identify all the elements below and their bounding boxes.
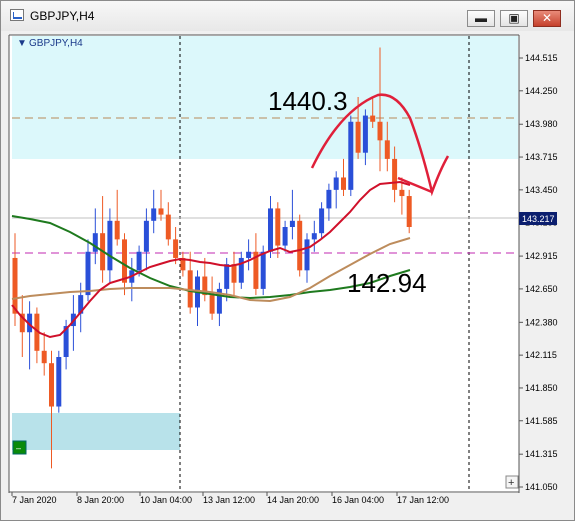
candle-bullish: [326, 189, 332, 209]
candle-bearish: [41, 350, 47, 364]
candle-bearish: [34, 313, 40, 351]
y-tick-label: 142.380: [525, 317, 558, 327]
candle-bullish: [333, 177, 339, 190]
candle-bearish: [406, 196, 412, 227]
candle-bullish: [282, 227, 288, 246]
candle-bearish: [275, 208, 281, 246]
ma-medium-line: [11, 237, 411, 303]
candle-bullish: [319, 208, 325, 234]
y-tick-label: 141.850: [525, 383, 558, 393]
ma-slow-line: [11, 215, 411, 300]
candle-bullish: [143, 220, 149, 252]
close-button[interactable]: ✕: [533, 10, 561, 27]
x-tick-label: 13 Jan 12:00: [203, 495, 255, 505]
current-price-badge: [519, 212, 557, 225]
arrow-head: [397, 176, 433, 194]
current-price-label: 143.217: [522, 214, 555, 224]
candle-bearish: [165, 214, 171, 240]
candle-bullish: [63, 326, 69, 357]
candle-bullish: [362, 115, 368, 153]
plus-icon: +: [508, 477, 514, 489]
annotation-high: 1440.3: [268, 86, 348, 116]
demand-zone: [12, 413, 180, 450]
candle-bullish: [136, 251, 142, 271]
candle-bullish: [311, 233, 317, 240]
trade-marker-icon: –: [16, 443, 21, 453]
candle-bearish: [114, 220, 120, 240]
candle-bullish: [56, 357, 62, 407]
x-tick-label: 17 Jan 12:00: [397, 495, 449, 505]
minimize-icon: ▬: [475, 11, 487, 25]
candle-bearish: [399, 189, 405, 197]
y-tick-label: 141.315: [525, 449, 558, 459]
ma-fast-line: [11, 180, 411, 339]
annotation-low: 142.94: [347, 268, 427, 298]
candle-bearish: [158, 208, 164, 215]
window-title: GBPJPY,H4: [30, 9, 95, 23]
candle-bullish: [246, 251, 252, 258]
candle-bearish: [392, 158, 398, 190]
candle-bullish: [304, 239, 310, 271]
y-tick-label: 142.115: [525, 350, 557, 360]
candle-bearish: [341, 177, 346, 190]
candle-bearish: [355, 121, 361, 153]
candle-bullish: [107, 220, 113, 271]
candle-bullish: [151, 208, 157, 221]
title-bar[interactable]: GBPJPY,H4 ▬ ▣ ✕: [1, 1, 574, 31]
y-tick-label: 144.515: [525, 53, 558, 63]
trade-marker[interactable]: [12, 440, 27, 455]
candle-bullish: [260, 251, 266, 289]
candle-bearish: [384, 140, 390, 159]
candle-bearish: [202, 276, 208, 296]
candle-bullish: [78, 295, 84, 314]
candle-bearish: [122, 239, 127, 283]
x-tick-label: 16 Jan 04:00: [332, 495, 384, 505]
candle-bullish: [85, 251, 91, 296]
candle-bearish: [180, 257, 186, 271]
reversal-arrow[interactable]: [310, 93, 450, 197]
x-tick-label: 10 Jan 04:00: [140, 495, 192, 505]
zoom-in-button[interactable]: [505, 475, 519, 489]
candle-bullish: [27, 313, 33, 333]
x-tick-label: 14 Jan 20:00: [267, 495, 319, 505]
y-tick-label: 141.585: [525, 416, 558, 426]
candle-bearish: [377, 121, 383, 141]
y-tick-label: 143.715: [525, 152, 558, 162]
candle-bearish: [231, 264, 237, 283]
x-tick-label: 8 Jan 20:00: [77, 495, 124, 505]
candle-bearish: [19, 313, 25, 333]
supply-zone: [12, 36, 518, 159]
y-tick-label: 143.450: [525, 185, 558, 195]
chart-window-icon: [10, 9, 24, 21]
candle-bullish: [224, 264, 230, 289]
y-tick-label: 144.250: [525, 86, 558, 96]
y-tick-label: 141.050: [525, 482, 558, 492]
y-tick-label: 142.915: [525, 251, 558, 261]
chart-symbol-label: GBPJPY,H4: [29, 38, 83, 49]
candle-bullish: [268, 208, 273, 252]
candle-bullish: [289, 220, 295, 227]
candle-bearish: [49, 363, 54, 407]
maximize-button[interactable]: ▣: [500, 10, 528, 27]
candle-bullish: [216, 288, 222, 314]
candle-bullish: [238, 257, 244, 283]
candle-bearish: [253, 251, 259, 289]
candle-bearish: [12, 257, 18, 314]
close-icon: ✕: [541, 11, 553, 25]
candle-bearish: [187, 270, 193, 308]
candle-bearish: [370, 115, 376, 122]
candle-bearish: [297, 220, 303, 271]
maximize-icon: ▣: [508, 11, 520, 25]
x-tick-label: 7 Jan 2020: [12, 495, 57, 505]
symbol-indicator-icon: ▼: [17, 38, 27, 49]
candle-bullish: [92, 233, 98, 252]
y-tick-label: 143.980: [525, 119, 558, 129]
candle-bearish: [209, 295, 215, 314]
candle-bullish: [348, 121, 354, 190]
candle-bearish: [173, 239, 179, 258]
y-tick-label: 142.650: [525, 284, 558, 294]
minimize-button[interactable]: ▬: [467, 10, 495, 27]
